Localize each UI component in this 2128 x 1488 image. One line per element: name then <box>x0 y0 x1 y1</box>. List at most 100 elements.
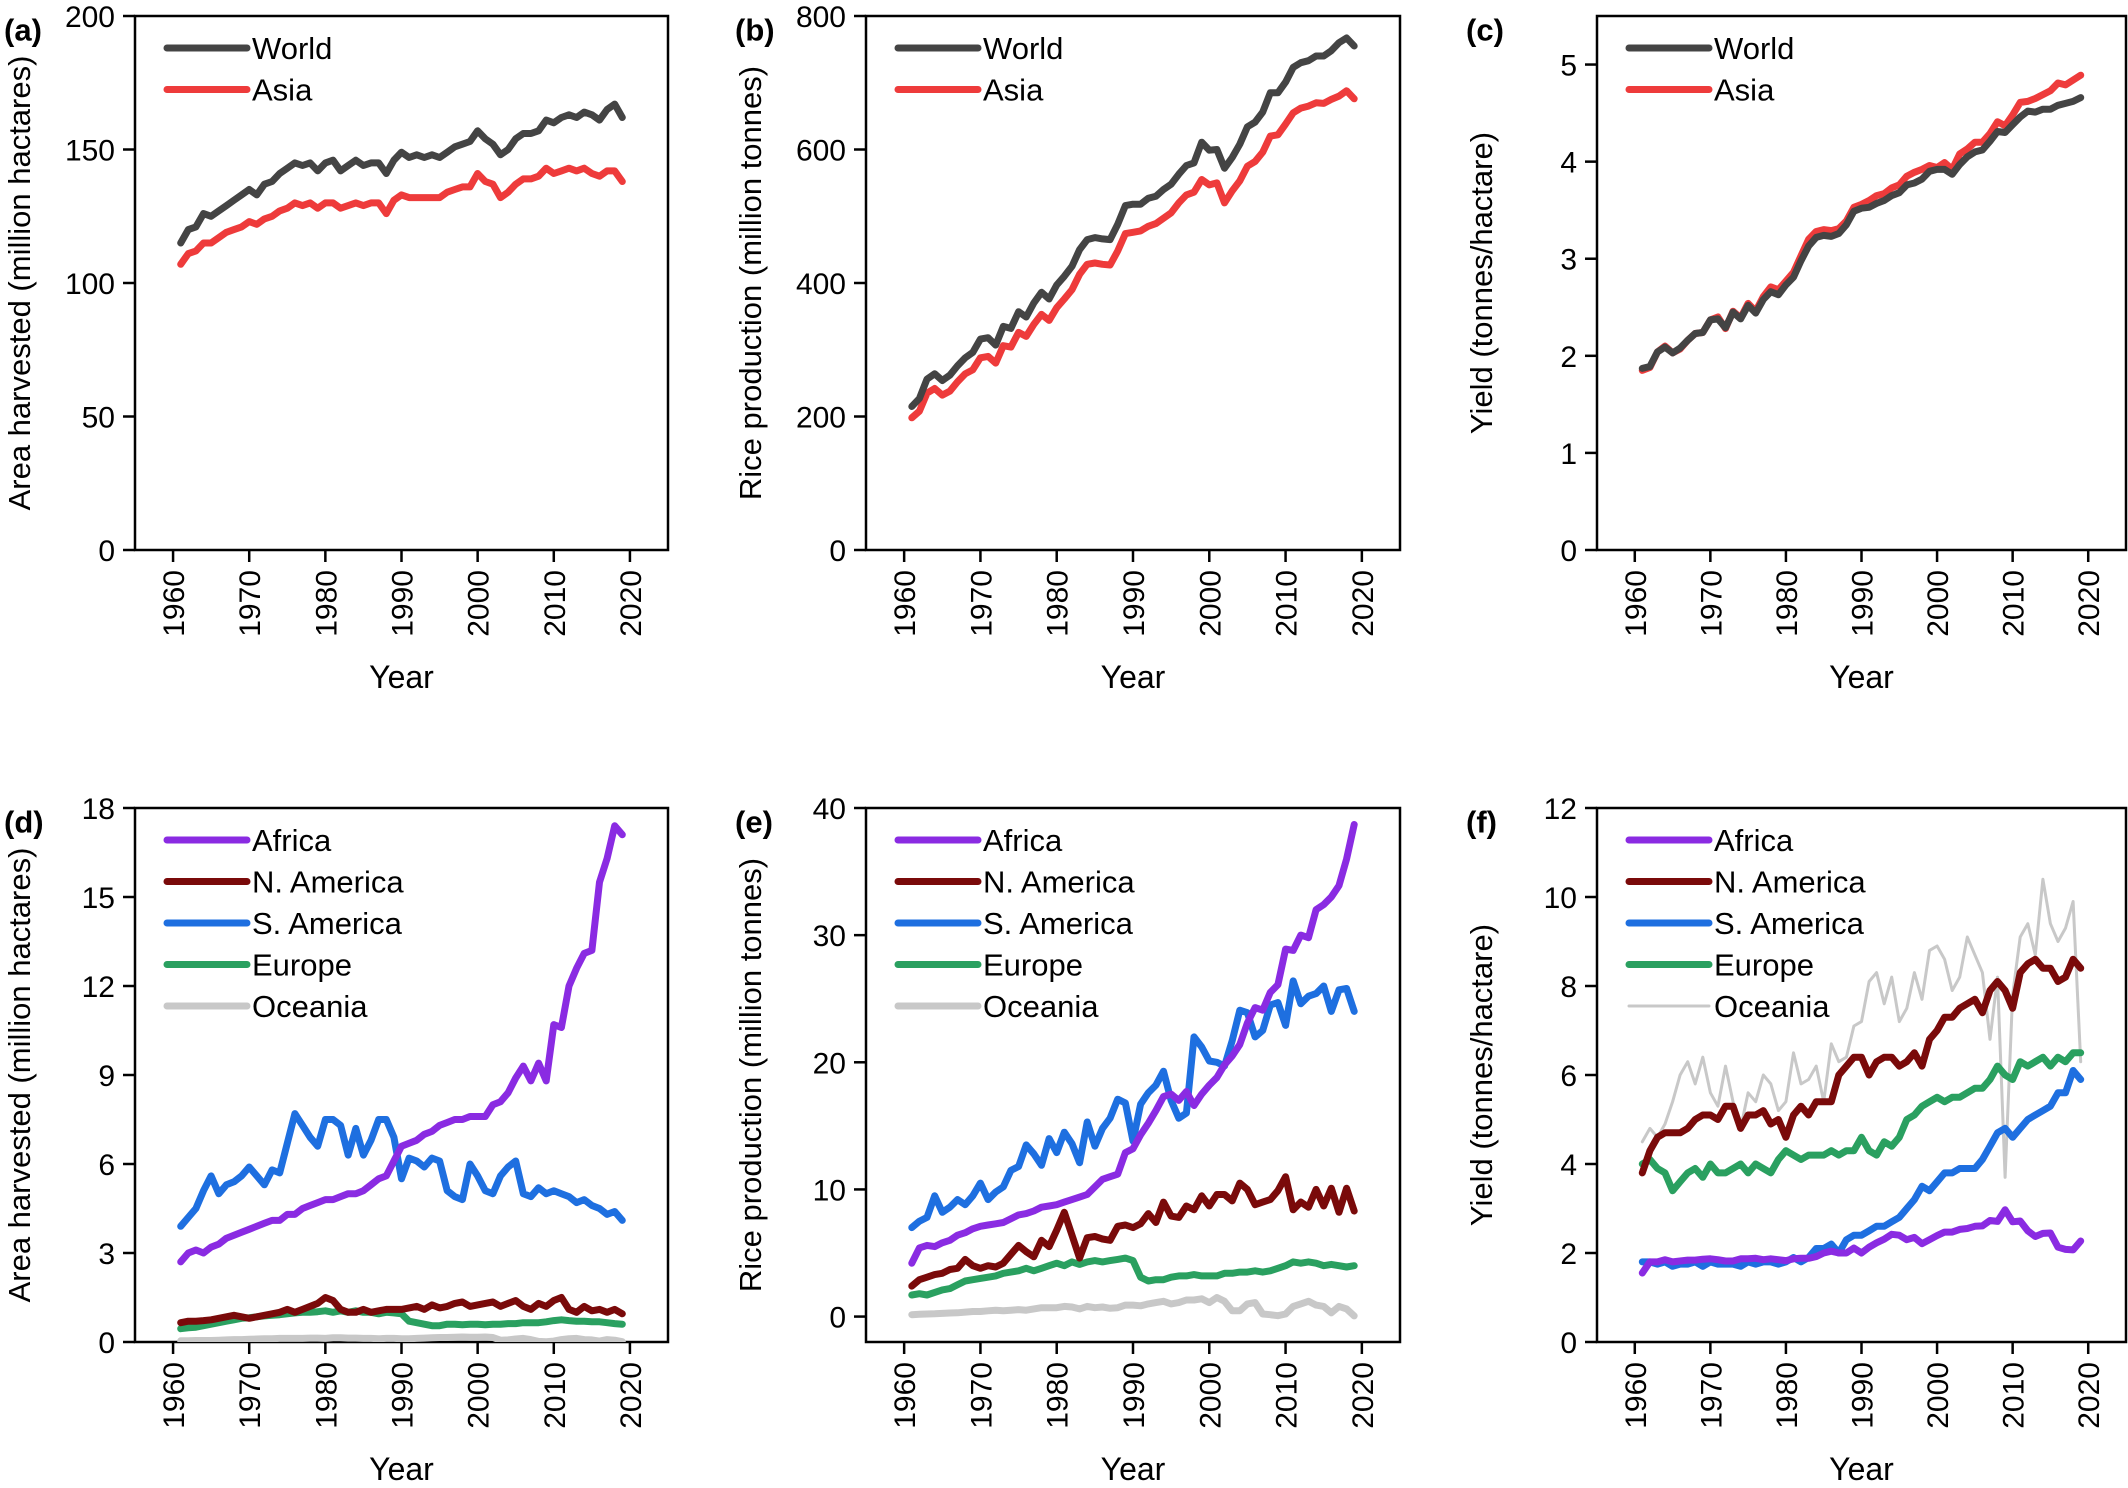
x-tick-label: 2000 <box>1194 1362 1227 1429</box>
x-tick-label: 2000 <box>1922 570 1955 637</box>
y-tick-label: 200 <box>65 1 115 34</box>
y-axis-label: Area harvested (million hactares) <box>2 56 37 511</box>
x-tick-label: 2010 <box>1271 570 1304 637</box>
y-tick-label: 18 <box>82 793 115 826</box>
panel-e: (e) 0 10 20 30 40 1960 1970 1980 1990 2000 2010 2020… <box>733 793 1402 1487</box>
series-line-n-america <box>1638 955 2085 1177</box>
x-tick-label: 1980 <box>1042 1362 1075 1429</box>
y-tick-label: 8 <box>1560 971 1577 1004</box>
y-tick-label: 40 <box>813 793 846 826</box>
y-tick-label: 0 <box>98 1327 115 1360</box>
legend-label: N. America <box>1714 865 1866 900</box>
x-tick-label: 1990 <box>387 1362 420 1429</box>
series-line-oceania <box>1640 877 2083 1179</box>
x-tick-label: 1980 <box>1042 570 1075 637</box>
y-tick-label: 10 <box>813 1174 846 1207</box>
legend-label: S. America <box>252 906 403 941</box>
x-axis-label: Year <box>1829 659 1894 695</box>
x-tick-label: 1960 <box>1620 570 1653 637</box>
legend-label: Oceania <box>252 989 368 1024</box>
x-tick-label: 1970 <box>234 570 267 637</box>
x-axis-label: Year <box>1829 1451 1894 1487</box>
y-tick-label: 1 <box>1560 438 1577 471</box>
y-tick-label: 400 <box>796 268 846 301</box>
legend-label: N. America <box>983 865 1135 900</box>
x-tick-label: 2010 <box>1271 1362 1304 1429</box>
legend-label: Asia <box>983 73 1044 108</box>
x-tick-label: 1980 <box>1771 570 1804 637</box>
panel-label: (d) <box>4 804 44 839</box>
x-tick-label: 2010 <box>1998 1362 2031 1429</box>
series-line-europe <box>1638 1049 2085 1195</box>
x-tick-label: 1990 <box>1847 1362 1880 1429</box>
y-tick-label: 30 <box>813 920 846 953</box>
y-axis-label: Yield (tonnes/hactare) <box>1464 924 1499 1226</box>
series-line-oceania <box>908 1294 1358 1320</box>
panel-label: (f) <box>1466 804 1497 839</box>
x-tick-label: 2000 <box>1194 570 1227 637</box>
legend-label: Oceania <box>1714 989 1830 1024</box>
legend-label: World <box>1714 31 1794 66</box>
y-axis-label: Yield (tonnes/hactare) <box>1464 132 1499 434</box>
x-tick-label: 2020 <box>615 570 648 637</box>
x-tick-label: 2020 <box>1347 570 1380 637</box>
y-tick-label: 2 <box>1560 341 1577 374</box>
y-tick-label: 600 <box>796 135 846 168</box>
y-tick-label: 0 <box>98 535 115 568</box>
x-tick-label: 1980 <box>1771 1362 1804 1429</box>
y-tick-label: 12 <box>1544 793 1577 826</box>
plot-frame <box>133 14 670 552</box>
y-axis-label: Area harvested (million hactares) <box>2 848 37 1303</box>
x-axis-label: Year <box>369 1451 434 1487</box>
y-tick-label: 0 <box>829 1302 846 1335</box>
x-tick-label: 1970 <box>234 1362 267 1429</box>
y-tick-label: 12 <box>82 971 115 1004</box>
series-line-s-america <box>177 1110 626 1230</box>
series-line-s-america <box>1638 1067 2085 1270</box>
x-tick-label: 1990 <box>1847 570 1880 637</box>
plot-frame <box>864 14 1402 552</box>
legend-label: Africa <box>983 823 1063 858</box>
y-tick-label: 3 <box>98 1238 115 1271</box>
y-tick-label: 6 <box>1560 1060 1577 1093</box>
y-tick-label: 10 <box>1544 882 1577 915</box>
series-line-europe <box>908 1254 1358 1299</box>
x-tick-label: 1970 <box>1695 1362 1728 1429</box>
x-tick-label: 1990 <box>1118 1362 1151 1429</box>
series-line-n-america <box>177 1294 626 1327</box>
x-tick-label: 2000 <box>1922 1362 1955 1429</box>
series-line-world <box>1638 94 2085 372</box>
x-tick-label: 2020 <box>2073 1362 2106 1429</box>
x-tick-label: 1970 <box>965 570 998 637</box>
y-tick-label: 0 <box>1560 535 1577 568</box>
y-tick-label: 20 <box>813 1047 846 1080</box>
panel-b: (b) 0 200 400 600 800 1960 1970 1980 1990 2000 2010… <box>733 1 1402 695</box>
panel-d: (d) 0 3 6 9 12 15 18 1960 1970 1980 1990 2000 2010 202… <box>2 793 670 1487</box>
x-axis-label: Year <box>1101 1451 1166 1487</box>
series-line-africa <box>177 822 626 1266</box>
legend-label: Oceania <box>983 989 1099 1024</box>
panel-label: (c) <box>1466 12 1504 47</box>
x-tick-label: 1960 <box>1620 1362 1653 1429</box>
series-line-asia <box>908 87 1358 422</box>
y-tick-label: 4 <box>1560 147 1577 180</box>
x-tick-label: 1980 <box>310 570 343 637</box>
y-axis-label: Rice production (million tonnes) <box>733 858 768 1292</box>
y-tick-label: 5 <box>1560 50 1577 83</box>
x-tick-label: 2010 <box>539 570 572 637</box>
x-tick-label: 2020 <box>615 1362 648 1429</box>
series-line-asia <box>177 164 626 268</box>
series-line-world <box>908 34 1358 410</box>
legend-label: Africa <box>1714 823 1794 858</box>
y-tick-label: 800 <box>796 1 846 34</box>
y-axis-label: Rice production (million tonnes) <box>733 66 768 500</box>
x-tick-label: 1960 <box>158 1362 191 1429</box>
x-tick-label: 1960 <box>158 570 191 637</box>
y-tick-label: 2 <box>1560 1238 1577 1271</box>
x-tick-label: 1970 <box>965 1362 998 1429</box>
y-tick-label: 200 <box>796 402 846 435</box>
y-tick-label: 50 <box>82 402 115 435</box>
legend-label: Asia <box>252 73 313 108</box>
series-line-africa <box>908 821 1358 1267</box>
